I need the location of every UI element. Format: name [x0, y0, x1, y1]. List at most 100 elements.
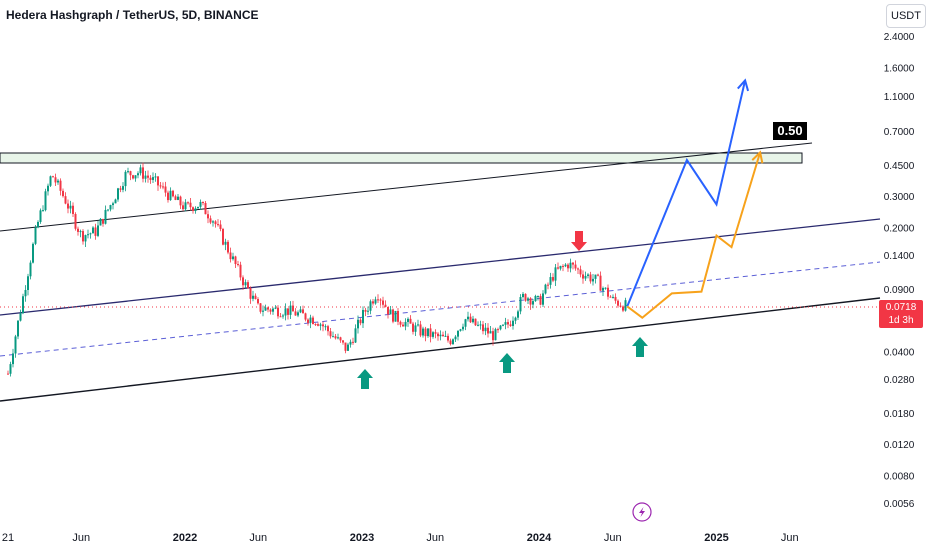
lightning-icon[interactable]	[632, 502, 652, 522]
candle	[27, 273, 29, 296]
candle	[414, 322, 417, 337]
candle	[474, 318, 477, 326]
candle	[379, 298, 382, 306]
candle	[132, 174, 134, 180]
blue-projection-path-arrowhead	[737, 78, 750, 92]
candle	[69, 200, 72, 214]
candle	[624, 297, 627, 312]
candle	[574, 260, 577, 271]
candle	[507, 319, 509, 329]
candle	[617, 299, 619, 308]
channel-bottom-line[interactable]	[0, 297, 881, 402]
candle	[359, 318, 362, 326]
candle	[209, 215, 212, 225]
candle	[157, 176, 159, 191]
resistance-zone[interactable]	[0, 152, 803, 164]
candle	[514, 316, 517, 325]
candle	[264, 304, 267, 311]
candle	[257, 297, 259, 305]
candle	[59, 178, 62, 196]
candle	[322, 321, 324, 332]
arrow-up-icon	[632, 337, 648, 357]
candle	[312, 315, 314, 325]
candle	[284, 303, 287, 321]
candle	[172, 189, 174, 198]
candle	[567, 263, 569, 272]
channel-mid-dashed-line[interactable]	[0, 261, 881, 357]
candle	[459, 328, 462, 332]
candle	[42, 205, 44, 212]
candle	[237, 260, 239, 267]
candle	[112, 201, 114, 210]
candle	[542, 290, 544, 308]
candle	[144, 170, 147, 183]
candle	[139, 164, 142, 176]
candle	[537, 295, 539, 301]
candle	[587, 273, 589, 279]
candle	[569, 258, 572, 273]
candle	[22, 293, 24, 315]
candle	[229, 247, 232, 263]
candle	[547, 282, 549, 290]
candle	[517, 309, 519, 321]
candle	[84, 234, 87, 247]
candle	[314, 323, 317, 326]
candle	[282, 313, 284, 319]
candle	[407, 317, 409, 327]
candle	[304, 312, 307, 322]
candle	[564, 263, 567, 268]
candle	[354, 324, 357, 343]
candle	[107, 209, 109, 212]
candle	[149, 175, 152, 184]
candle	[512, 316, 514, 330]
candle	[242, 275, 244, 290]
currency-button[interactable]: USDT	[886, 4, 926, 28]
blue-projection-path[interactable]	[626, 80, 747, 307]
candle	[49, 175, 52, 187]
candle	[102, 218, 104, 227]
candle	[342, 340, 344, 345]
candle	[214, 220, 217, 228]
candle	[287, 308, 289, 320]
candle	[319, 322, 322, 331]
candle	[249, 286, 252, 304]
candle	[212, 220, 214, 227]
candle	[52, 175, 54, 178]
candle	[82, 229, 84, 245]
candle	[269, 308, 272, 315]
candle	[219, 220, 222, 232]
candle	[207, 210, 209, 224]
candle	[57, 178, 59, 185]
orange-projection-path[interactable]	[626, 152, 762, 319]
candle	[334, 333, 337, 340]
candle	[369, 299, 372, 315]
y-tick-label: 0.1400	[884, 251, 915, 262]
candle	[367, 306, 369, 315]
candle	[484, 322, 487, 336]
candle	[104, 205, 107, 225]
candle	[592, 273, 594, 286]
candle	[409, 315, 412, 324]
candle	[419, 320, 422, 338]
y-tick-label: 0.4500	[884, 161, 915, 172]
candle	[309, 314, 312, 329]
y-tick-label: 0.0900	[884, 285, 915, 296]
candle	[217, 219, 219, 227]
candle	[357, 315, 359, 334]
candle	[34, 225, 37, 246]
candle	[544, 283, 547, 295]
candle	[577, 267, 579, 275]
candle	[599, 271, 602, 291]
channel-top-line[interactable]	[0, 218, 881, 316]
candle	[504, 317, 507, 330]
candle	[614, 293, 617, 304]
candle	[202, 201, 204, 206]
candle	[87, 229, 89, 239]
candle	[182, 201, 184, 211]
candle	[177, 193, 179, 201]
candle	[327, 324, 329, 336]
candle	[64, 192, 67, 205]
candle	[437, 332, 439, 341]
upper-trendline[interactable]	[0, 142, 813, 232]
